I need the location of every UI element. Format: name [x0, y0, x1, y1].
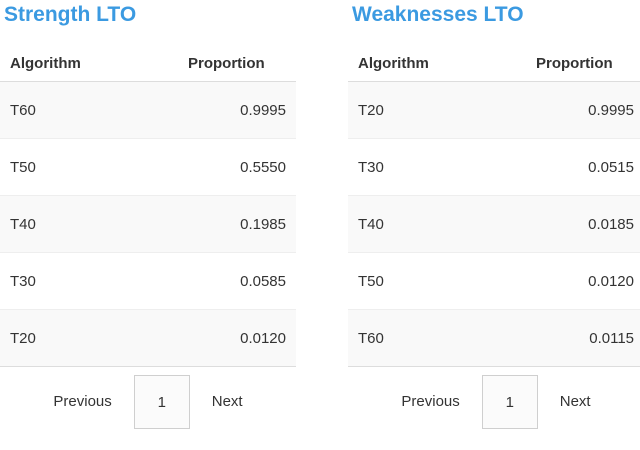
table-row[interactable]: T40 0.0185 — [348, 195, 640, 253]
pagination-previous-button[interactable]: Previous — [53, 393, 112, 410]
cell-proportion: 0.0120 — [526, 252, 640, 310]
column-header-algorithm[interactable]: Algorithm — [348, 47, 526, 82]
cell-algorithm: T30 — [0, 252, 178, 310]
cell-algorithm: T60 — [348, 309, 526, 367]
cell-algorithm: T40 — [0, 195, 178, 253]
cell-proportion: 0.5550 — [178, 138, 296, 196]
cell-proportion: 0.9995 — [178, 81, 296, 139]
table-header: Algorithm Proportion — [348, 47, 640, 82]
panel-weaknesses-lto: Weaknesses LTO Algorithm Proportion T20 … — [348, 0, 640, 432]
table-header-row: Algorithm Proportion — [0, 47, 296, 82]
page-title: Strength LTO — [4, 3, 137, 26]
cell-proportion: 0.9995 — [526, 81, 640, 139]
table-row[interactable]: T60 0.9995 — [0, 81, 296, 139]
pagination-previous-button[interactable]: Previous — [401, 393, 460, 410]
panel-strength-lto: Strength LTO Algorithm Proportion T60 0.… — [0, 0, 296, 432]
pagination-next-button[interactable]: Next — [211, 393, 243, 410]
table-strength-lto: Algorithm Proportion T60 0.9995 T50 0.55… — [0, 47, 296, 367]
column-header-proportion[interactable]: Proportion — [178, 47, 296, 82]
table-row[interactable]: T40 0.1985 — [0, 195, 296, 253]
cell-proportion: 0.0515 — [526, 138, 640, 196]
pagination: Previous 1 Next — [348, 372, 640, 432]
column-header-proportion[interactable]: Proportion — [526, 47, 640, 82]
table-body: T60 0.9995 T50 0.5550 T40 0.1985 T30 0.0… — [0, 81, 296, 367]
cell-proportion: 0.1985 — [178, 195, 296, 253]
cell-proportion: 0.0585 — [178, 252, 296, 310]
cell-proportion: 0.0120 — [178, 309, 296, 367]
pagination-page-1-button[interactable]: 1 — [133, 375, 190, 429]
table-row[interactable]: T50 0.0120 — [348, 252, 640, 310]
cell-algorithm: T50 — [348, 252, 526, 310]
table-row[interactable]: T20 0.9995 — [348, 81, 640, 139]
cell-algorithm: T30 — [348, 138, 526, 196]
cell-algorithm: T20 — [348, 81, 526, 139]
cell-algorithm: T60 — [0, 81, 178, 139]
cell-algorithm: T40 — [348, 195, 526, 253]
table-header: Algorithm Proportion — [0, 47, 296, 82]
pagination-page-1-button[interactable]: 1 — [481, 375, 538, 429]
table-weaknesses-lto: Algorithm Proportion T20 0.9995 T30 0.05… — [348, 47, 640, 367]
table-row[interactable]: T20 0.0120 — [0, 309, 296, 367]
pagination: Previous 1 Next — [0, 372, 296, 432]
table-row[interactable]: T50 0.5550 — [0, 138, 296, 196]
cell-proportion: 0.0115 — [526, 309, 640, 367]
table-body: T20 0.9995 T30 0.0515 T40 0.0185 T50 0.0… — [348, 81, 640, 367]
page-title: Weaknesses LTO — [352, 3, 524, 26]
cell-algorithm: T20 — [0, 309, 178, 367]
table-row[interactable]: T30 0.0585 — [0, 252, 296, 310]
cell-proportion: 0.0185 — [526, 195, 640, 253]
cell-algorithm: T50 — [0, 138, 178, 196]
table-row[interactable]: T60 0.0115 — [348, 309, 640, 367]
table-row[interactable]: T30 0.0515 — [348, 138, 640, 196]
table-header-row: Algorithm Proportion — [348, 47, 640, 82]
pagination-next-button[interactable]: Next — [559, 393, 591, 410]
column-header-algorithm[interactable]: Algorithm — [0, 47, 178, 82]
